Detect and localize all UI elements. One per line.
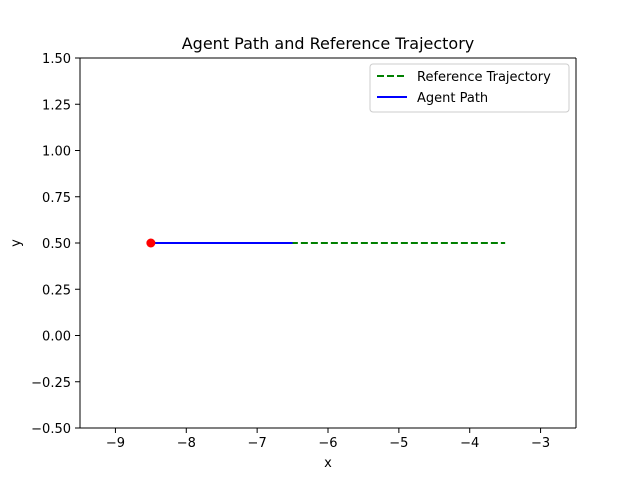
x-tick-label: −3 bbox=[531, 436, 550, 451]
x-tick-label: −7 bbox=[248, 436, 267, 451]
y-tick-label: 0.25 bbox=[42, 283, 71, 298]
y-tick-label: 1.00 bbox=[42, 145, 71, 160]
start-marker bbox=[146, 238, 156, 248]
chart-title: Agent Path and Reference Trajectory bbox=[182, 34, 475, 53]
legend-label-agent-path: Agent Path bbox=[417, 91, 488, 106]
x-tick-label: −4 bbox=[460, 436, 479, 451]
y-tick-label: −0.50 bbox=[31, 422, 71, 437]
y-tick-label: 1.25 bbox=[42, 98, 71, 113]
x-tick-label: −8 bbox=[177, 436, 196, 451]
y-tick-label: 0.50 bbox=[42, 237, 71, 252]
y-tick-label: 1.50 bbox=[42, 52, 71, 67]
y-tick-label: 0.75 bbox=[42, 191, 71, 206]
y-axis-label: y bbox=[9, 239, 24, 247]
marker-layer bbox=[146, 238, 156, 248]
legend-label-reference-trajectory: Reference Trajectory bbox=[417, 70, 551, 85]
legend-box bbox=[369, 63, 570, 113]
x-ticks: −9 −8 −7 −6 −5 −4 −3 bbox=[106, 428, 550, 451]
x-tick-label: −5 bbox=[389, 436, 408, 451]
x-axis-label: x bbox=[324, 456, 332, 471]
y-tick-label: 0.00 bbox=[42, 330, 71, 345]
legend: Reference Trajectory Agent Path bbox=[369, 63, 570, 113]
y-ticks: −0.50 −0.25 0.00 0.25 0.50 0.75 1.00 1.25 1.50 bbox=[31, 52, 80, 437]
y-tick-label: −0.25 bbox=[31, 376, 71, 391]
x-tick-label: −6 bbox=[318, 436, 337, 451]
x-tick-label: −9 bbox=[106, 436, 125, 451]
